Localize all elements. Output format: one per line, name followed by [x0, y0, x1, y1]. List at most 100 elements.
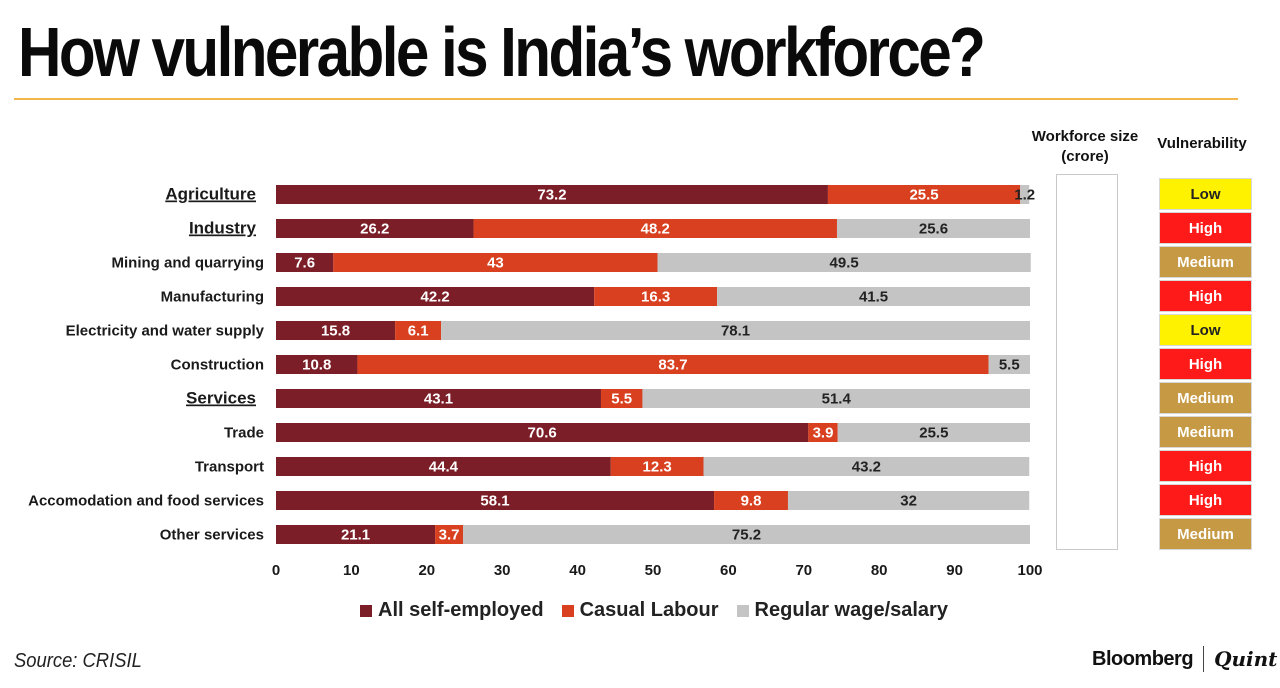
- bar-regular-wage-electricity-and-water-supply: [441, 321, 1031, 340]
- source-note: Source: CRISIL: [14, 650, 142, 672]
- bar-regular-wage-trade: [837, 423, 1030, 442]
- bar-self-employed-manufacturing: [276, 287, 595, 306]
- data-label-casual-labour-agriculture: 25.5: [909, 187, 938, 204]
- data-label-self-employed-other-services: 21.1: [341, 527, 370, 544]
- x-tick-label-90: 90: [946, 562, 963, 579]
- legend-item-self-employed: All self-employed: [360, 599, 544, 622]
- data-label-casual-labour-accomodation-and-food-services: 9.8: [741, 493, 762, 510]
- bar-regular-wage-mining-and-quarrying: [657, 253, 1031, 272]
- legend-swatch-self-employed: [360, 604, 372, 617]
- vulnerability-cell-services: Medium: [1159, 382, 1252, 414]
- vulnerability-cell-agriculture: Low: [1159, 178, 1252, 210]
- title-divider: [14, 98, 1238, 100]
- data-label-self-employed-electricity-and-water-supply: 15.8: [321, 323, 350, 340]
- category-label-other-services: Other services: [160, 527, 264, 544]
- x-tick-label-30: 30: [494, 562, 511, 579]
- vulnerability-cell-construction: High: [1159, 348, 1252, 380]
- category-label-accomodation-and-food-services: Accomodation and food services: [28, 493, 264, 510]
- data-label-regular-wage-electricity-and-water-supply: 78.1: [721, 323, 750, 340]
- bar-regular-wage-other-services: [462, 525, 1030, 544]
- brand-bloomberg: Bloomberg: [1092, 647, 1194, 670]
- x-tick-label-10: 10: [343, 562, 360, 579]
- data-label-self-employed-trade: 70.6: [528, 425, 557, 442]
- category-label-mining-and-quarrying: Mining and quarrying: [112, 255, 265, 272]
- category-label-agriculture: Agriculture: [165, 185, 256, 204]
- bar-self-employed-industry: [276, 219, 474, 238]
- x-tick-label-50: 50: [645, 562, 662, 579]
- x-tick-label-60: 60: [720, 562, 737, 579]
- data-label-casual-labour-mining-and-quarrying: 43: [487, 255, 504, 272]
- bar-self-employed-construction: [276, 355, 358, 374]
- bar-self-employed-trade: [276, 423, 809, 442]
- category-label-manufacturing: Manufacturing: [161, 289, 264, 306]
- data-label-regular-wage-agriculture: 1.2: [1014, 187, 1035, 204]
- bar-casual-labour-agriculture: [827, 185, 1021, 204]
- legend-label-casual-labour: Casual Labour: [579, 599, 719, 621]
- bar-self-employed-accomodation-and-food-services: [276, 491, 715, 510]
- chart-title: How vulnerable is India’s workforce?: [18, 13, 986, 91]
- bar-regular-wage-agriculture: [1020, 185, 1030, 204]
- bar-regular-wage-construction: [988, 355, 1030, 374]
- data-label-casual-labour-services: 5.5: [611, 391, 632, 408]
- data-label-self-employed-manufacturing: 42.2: [420, 289, 449, 306]
- x-tick-label-80: 80: [871, 562, 888, 579]
- x-tick-label-20: 20: [418, 562, 435, 579]
- chart-legend: All self-employed Casual Labour Regular …: [360, 599, 966, 622]
- vulnerability-cell-electricity-and-water-supply: Low: [1159, 314, 1252, 346]
- bar-self-employed-mining-and-quarrying: [276, 253, 334, 272]
- data-label-regular-wage-construction: 5.5: [999, 357, 1020, 374]
- data-label-casual-labour-trade: 3.9: [813, 425, 834, 442]
- bar-regular-wage-industry: [836, 219, 1030, 238]
- data-label-regular-wage-other-services: 75.2: [732, 527, 761, 544]
- data-label-casual-labour-industry: 48.2: [641, 221, 670, 238]
- bar-casual-labour-mining-and-quarrying: [333, 253, 658, 272]
- bar-self-employed-services: [276, 389, 601, 408]
- data-label-regular-wage-services: 51.4: [822, 391, 852, 408]
- bar-casual-labour-industry: [473, 219, 837, 238]
- data-label-self-employed-accomodation-and-food-services: 58.1: [480, 493, 509, 510]
- category-label-transport: Transport: [195, 459, 264, 476]
- data-label-casual-labour-other-services: 3.7: [439, 527, 460, 544]
- data-label-casual-labour-construction: 83.7: [658, 357, 687, 374]
- data-label-self-employed-transport: 44.4: [429, 459, 459, 476]
- x-tick-label-100: 100: [1017, 562, 1042, 579]
- vulnerability-cell-industry: High: [1159, 212, 1252, 244]
- data-label-self-employed-industry: 26.2: [360, 221, 389, 238]
- legend-label-regular-wage: Regular wage/salary: [754, 599, 948, 621]
- bar-casual-labour-manufacturing: [594, 287, 718, 306]
- data-label-regular-wage-industry: 25.6: [919, 221, 948, 238]
- bar-casual-labour-services: [600, 389, 643, 408]
- vulnerability-cell-trade: Medium: [1159, 416, 1252, 448]
- legend-label-self-employed: All self-employed: [378, 599, 544, 621]
- bar-self-employed-other-services: [276, 525, 436, 544]
- data-label-casual-labour-transport: 12.3: [643, 459, 672, 476]
- category-label-industry: Industry: [189, 219, 257, 238]
- category-label-services: Services: [186, 389, 256, 408]
- bar-casual-labour-transport: [610, 457, 704, 476]
- bar-regular-wage-manufacturing: [717, 287, 1030, 306]
- vulnerability-cell-mining-and-quarrying: Medium: [1159, 246, 1252, 278]
- vulnerability-cell-manufacturing: High: [1159, 280, 1252, 312]
- vulnerability-cell-transport: High: [1159, 450, 1252, 482]
- legend-swatch-regular-wage: [736, 604, 749, 617]
- legend-item-casual-labour: Casual Labour: [561, 599, 719, 622]
- bar-self-employed-electricity-and-water-supply: [276, 321, 396, 340]
- bar-self-employed-transport: [276, 457, 611, 476]
- data-label-casual-labour-manufacturing: 16.3: [641, 289, 670, 306]
- data-label-self-employed-agriculture: 73.2: [537, 187, 566, 204]
- bar-casual-labour-trade: [808, 423, 838, 442]
- data-label-regular-wage-manufacturing: 41.5: [859, 289, 888, 306]
- category-label-trade: Trade: [224, 425, 264, 442]
- legend-swatch-casual-labour: [561, 604, 574, 617]
- data-label-self-employed-services: 43.1: [424, 391, 453, 408]
- category-label-electricity-and-water-supply: Electricity and water supply: [66, 323, 265, 340]
- data-label-regular-wage-transport: 43.2: [852, 459, 881, 476]
- data-label-casual-labour-electricity-and-water-supply: 6.1: [408, 323, 429, 340]
- vulnerability-header: Vulnerability: [1157, 135, 1247, 152]
- bar-regular-wage-accomodation-and-food-services: [787, 491, 1030, 510]
- data-label-self-employed-construction: 10.8: [302, 357, 331, 374]
- bar-casual-labour-accomodation-and-food-services: [714, 491, 788, 510]
- brand-logo: Bloomberg Quint: [1092, 646, 1277, 672]
- brand-separator: [1203, 646, 1205, 672]
- data-label-regular-wage-accomodation-and-food-services: 32: [900, 493, 917, 510]
